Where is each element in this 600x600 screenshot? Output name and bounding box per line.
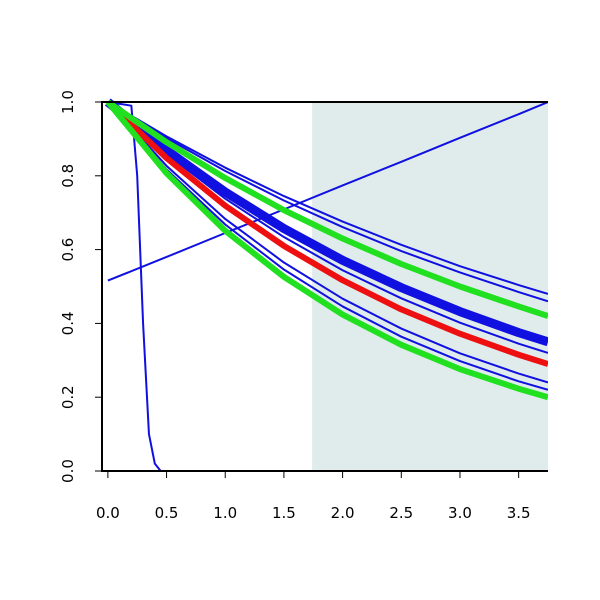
data-line (106, 99, 548, 319)
data-line (107, 101, 548, 295)
data-line (105, 98, 548, 347)
data-line (107, 101, 548, 384)
data-line (105, 100, 548, 401)
plot-frame (101, 101, 548, 472)
x-tick-label: 3.0 (448, 504, 472, 522)
data-line (107, 101, 548, 303)
data-line (105, 99, 548, 367)
y-tick-label: 0.8 (59, 164, 77, 188)
y-tick-label: 0.0 (59, 459, 77, 483)
x-tick-label: 0.0 (96, 504, 120, 522)
x-tick-label: 0.5 (155, 504, 179, 522)
shaded-region (312, 102, 548, 471)
x-tick-label: 3.5 (507, 504, 531, 522)
x-tick-label: 2.0 (331, 504, 355, 522)
y-tick-label: 1.0 (59, 90, 77, 114)
y-tick-label: 0.2 (59, 385, 77, 409)
data-line (107, 101, 548, 391)
x-tick-label: 1.0 (213, 504, 237, 522)
y-tick-label: 0.6 (59, 238, 77, 262)
y-tick-label: 0.4 (59, 311, 77, 335)
x-tick-label: 2.5 (389, 504, 413, 522)
data-line (107, 101, 548, 282)
x-tick-label: 1.5 (272, 504, 296, 522)
